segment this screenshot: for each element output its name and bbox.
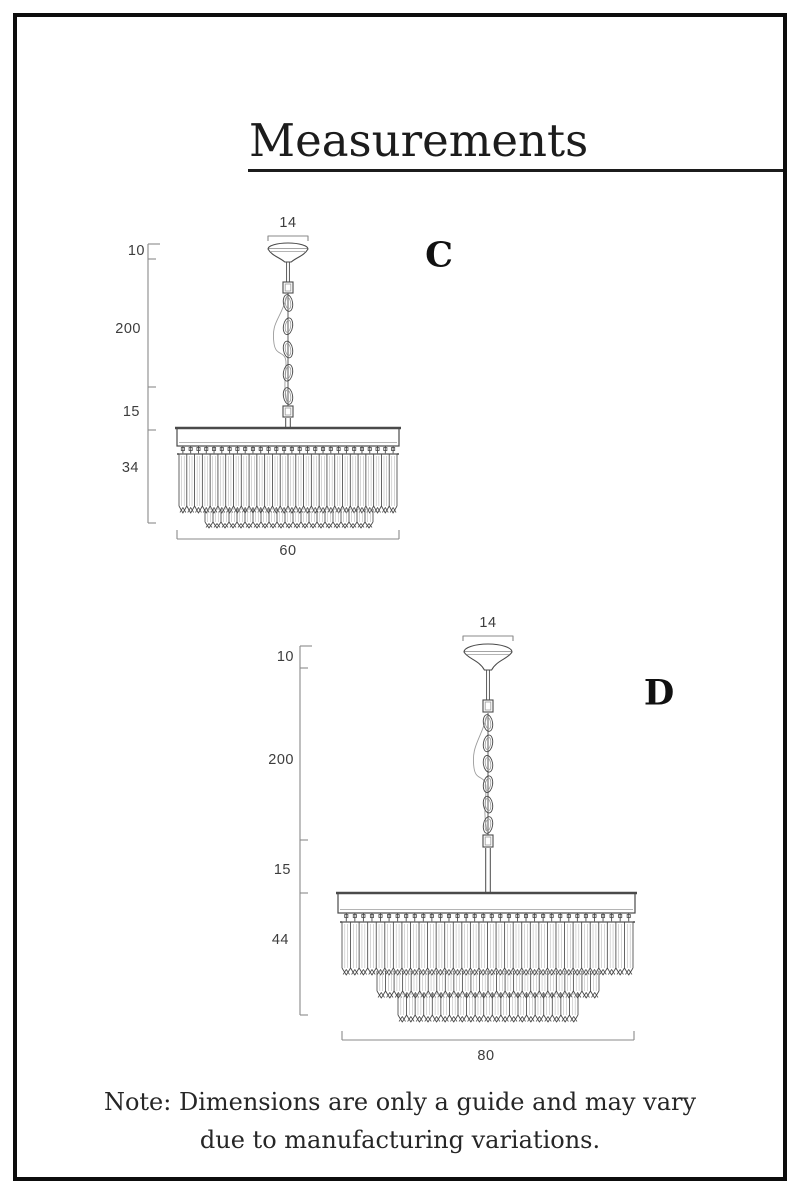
dim-c-chain-length: 200	[115, 321, 141, 337]
dim-d-body-height: 44	[271, 932, 289, 948]
title-underline	[248, 169, 783, 172]
dim-d-canopy-height: 10	[276, 649, 294, 665]
diagram-d-label: D	[643, 672, 675, 714]
dim-c-body-height: 34	[121, 460, 139, 476]
dim-c-canopy-width: 14	[279, 215, 297, 231]
diagram-c-label: C	[425, 234, 453, 276]
note-line-2: due to manufacturing variations.	[199, 1126, 601, 1154]
dim-d-canopy-width: 14	[479, 615, 497, 631]
dim-c-canopy-height: 10	[127, 243, 145, 259]
dim-d-chain-length: 200	[268, 752, 294, 768]
dim-d-body-width: 80	[477, 1048, 495, 1064]
dim-c-body-width: 60	[279, 543, 297, 559]
dim-d-frame-height: 15	[273, 862, 291, 878]
dim-c-frame-height: 15	[122, 404, 140, 420]
note-line-1: Note: Dimensions are only a guide and ma…	[103, 1088, 697, 1116]
page-title: Measurements	[249, 114, 589, 167]
